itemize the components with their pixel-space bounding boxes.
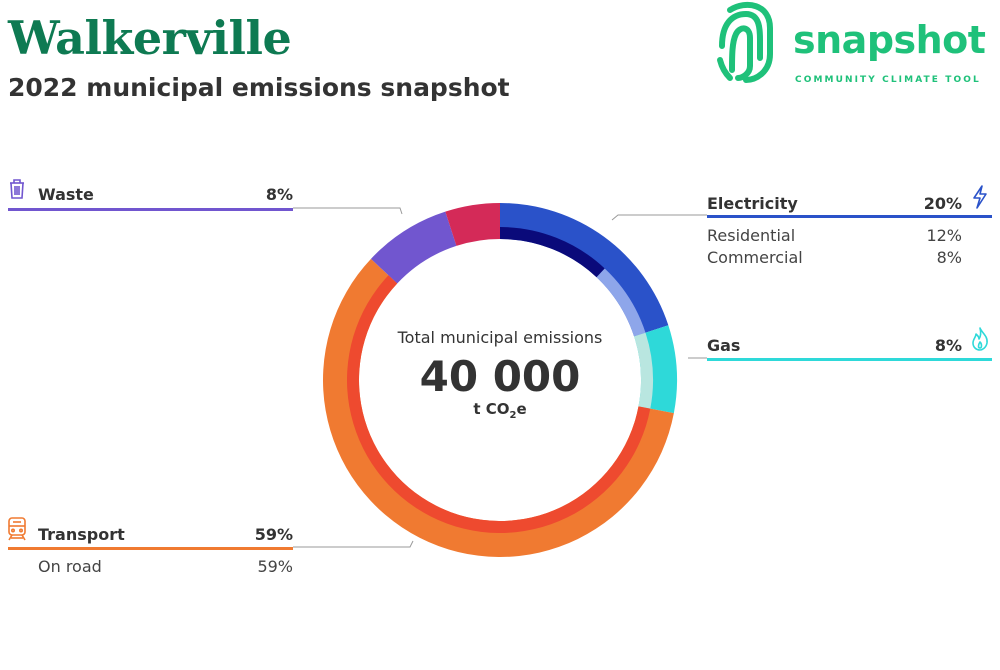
donut-subslice-sub — [634, 332, 653, 409]
chart-center: Total municipal emissions 40 000 t CO2e — [340, 326, 660, 425]
connector-lines — [293, 207, 707, 548]
logo-tagline: COMMUNITY CLIMATE TOOL — [795, 75, 981, 85]
category-percent: 8% — [265, 185, 293, 204]
fingerprint-icon — [717, 1, 773, 83]
subcategory-label: On road — [38, 557, 102, 576]
donut-subslice-on-road — [347, 275, 651, 533]
category-underline — [707, 215, 992, 218]
inner-ring — [347, 227, 653, 533]
category-label: Transport — [38, 525, 125, 544]
trash-icon — [10, 179, 24, 199]
category-percent: 8% — [934, 336, 962, 355]
emissions-unit: t CO2e — [473, 400, 527, 421]
subcategory-percent: 8% — [936, 248, 962, 267]
category-underline — [8, 547, 293, 550]
lightning-icon — [973, 185, 987, 209]
donut-slice-other — [445, 203, 500, 246]
connector-line — [293, 540, 414, 548]
donut-slice-transport — [322, 258, 674, 558]
flame-icon — [972, 327, 988, 351]
center-label: Total municipal emissions — [397, 328, 603, 347]
category-label: Electricity — [707, 194, 798, 213]
logo-wordmark: snapshot — [793, 18, 986, 62]
category-underline — [707, 358, 992, 361]
connector-line — [293, 207, 403, 215]
subcategory-label: Residential — [707, 226, 796, 245]
subcategory-percent: 59% — [257, 557, 293, 576]
category-label: Gas — [707, 336, 741, 355]
subcategory-label: Commercial — [707, 248, 803, 267]
page-title: Walkerville — [8, 11, 292, 65]
category-underline — [8, 208, 293, 211]
category-label: Waste — [38, 185, 94, 204]
category-percent: 20% — [923, 194, 962, 213]
donut-slice-electricity — [500, 203, 669, 337]
page-subtitle: 2022 municipal emissions snapshot — [8, 73, 510, 102]
category-percent: 59% — [254, 525, 293, 544]
connector-line — [611, 214, 707, 221]
total-emissions-value: 40 000 — [419, 352, 581, 401]
donut-subslice-residential — [500, 227, 605, 278]
donut-subslice-commercial — [596, 268, 646, 337]
donut-slice-waste — [370, 211, 457, 284]
snapshot-logo: snapshot COMMUNITY CLIMATE TOOL — [712, 0, 1000, 90]
subcategory-percent: 12% — [926, 226, 962, 245]
train-icon — [8, 517, 26, 541]
